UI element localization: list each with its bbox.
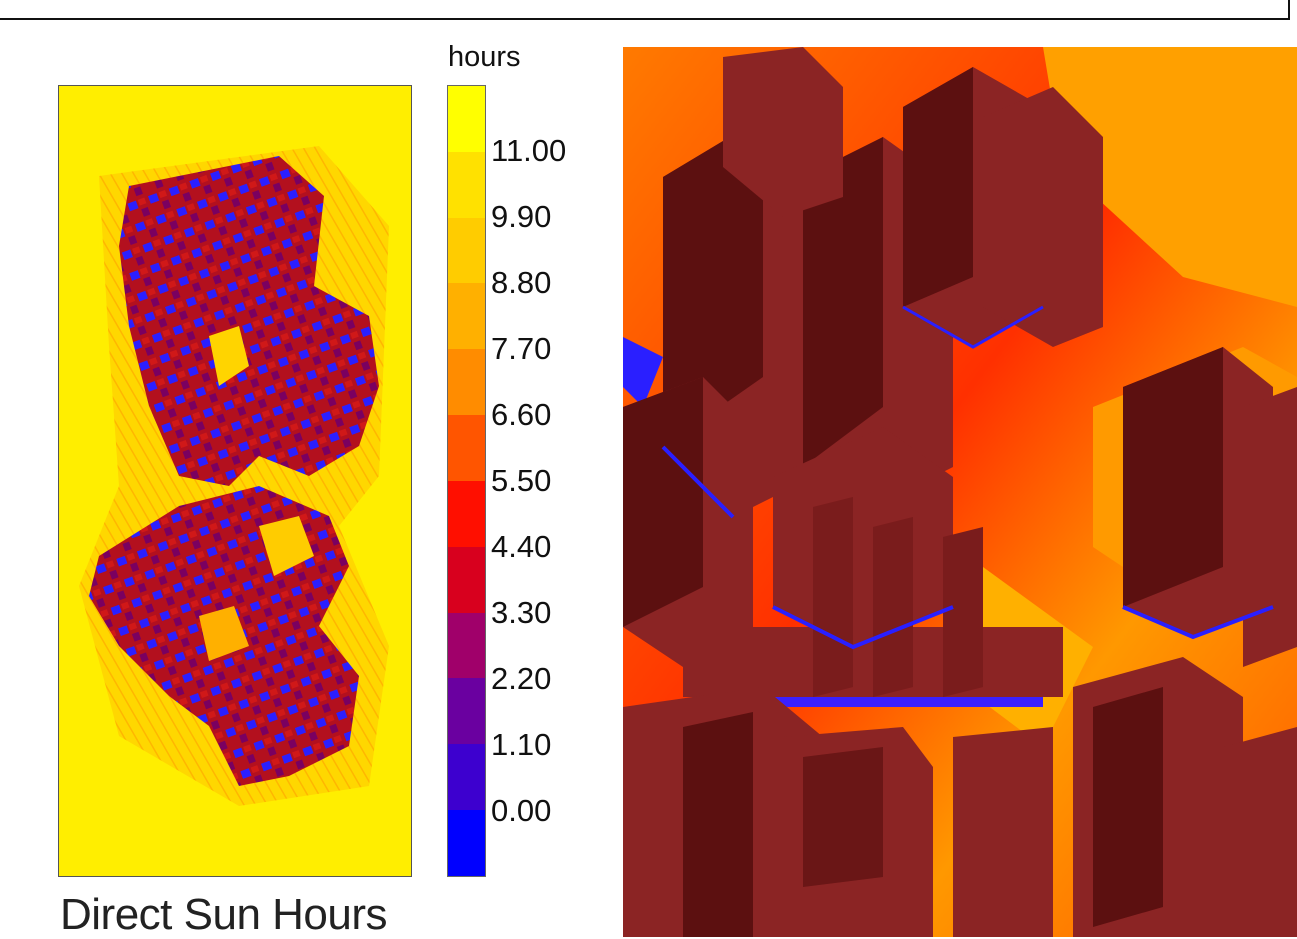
- legend-color-step: [448, 415, 485, 481]
- legend-color-step: [448, 86, 485, 152]
- legend-color-step: [448, 546, 485, 613]
- legend-tick-label: 7.70: [491, 331, 552, 366]
- legend-tick-label: 5.50: [491, 463, 552, 498]
- plan-view-map: [79, 146, 389, 806]
- legend-color-step: [448, 678, 485, 745]
- legend-tick-labels: 11.00 9.90 8.80 7.70 6.60 5.50 4.40 3.30 2.20 1.1…: [491, 110, 591, 900]
- legend-color-step: [448, 283, 485, 350]
- figure-caption: Direct Sun Hours: [60, 890, 388, 939]
- perspective-view-render: [623, 47, 1297, 937]
- legend-tick-label: 11.00: [491, 133, 567, 168]
- legend-tick-label: 3.30: [491, 595, 552, 630]
- legend-color-step: [448, 349, 485, 416]
- legend-color-step: [448, 612, 485, 679]
- top-frame: [0, 0, 1290, 20]
- legend-color-bar: [447, 85, 486, 877]
- legend-color-step: [448, 151, 485, 218]
- legend-tick-label: 8.80: [491, 265, 552, 300]
- legend-tick-label: 0.00: [491, 793, 552, 828]
- legend-tick-label: 4.40: [491, 529, 552, 564]
- legend-color-step: [448, 810, 485, 876]
- legend-tick-label: 6.60: [491, 397, 552, 432]
- legend-tick-label: 2.20: [491, 661, 552, 696]
- legend-color-step: [448, 480, 485, 547]
- legend-color-step: [448, 217, 485, 284]
- legend-tick-label: 1.10: [491, 727, 552, 762]
- plan-view-panel: [58, 85, 412, 877]
- legend-unit-label: hours: [448, 41, 521, 73]
- legend-color-step: [448, 744, 485, 811]
- legend-tick-label: 9.90: [491, 199, 552, 234]
- perspective-view-panel: [623, 47, 1297, 937]
